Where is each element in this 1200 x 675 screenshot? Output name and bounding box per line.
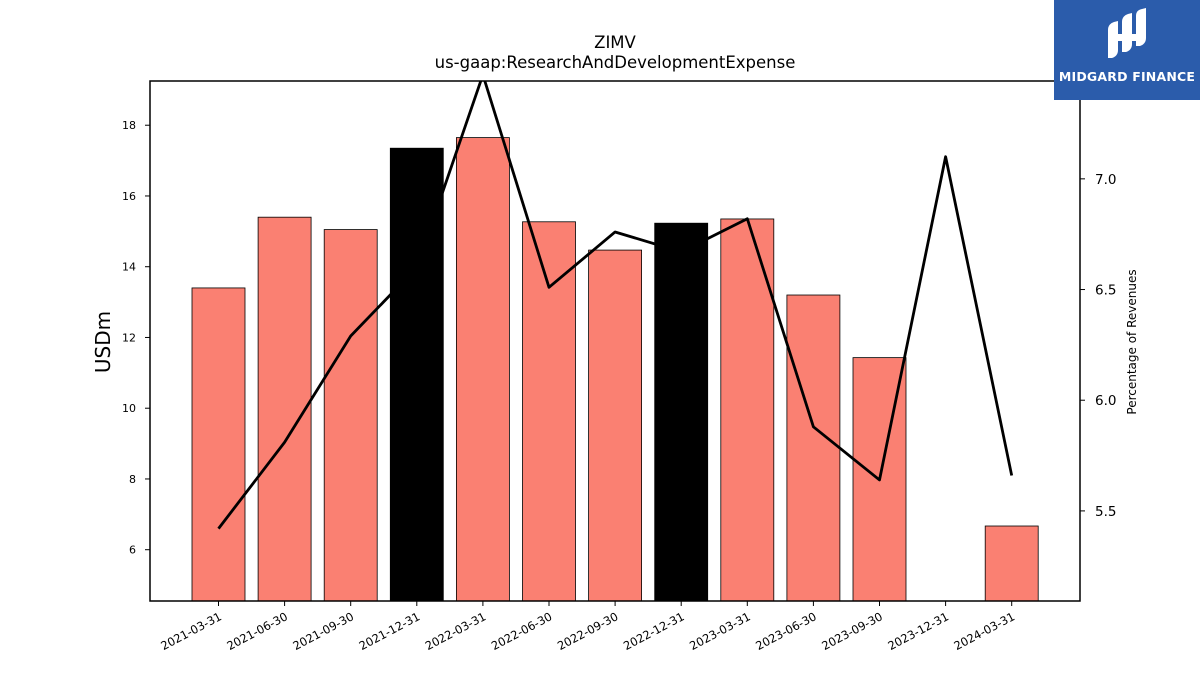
x-tick-label: 2023-09-30 bbox=[819, 609, 885, 653]
y2-tick-label: 6.0 bbox=[1095, 393, 1116, 409]
bar-2022-03-31 bbox=[455, 137, 510, 602]
y2-tick-label: 5.5 bbox=[1095, 504, 1116, 520]
bar-2022-09-30 bbox=[588, 249, 642, 602]
bar-2023-03-31 bbox=[720, 218, 775, 602]
brand-name: MIDGARD FINANCE bbox=[1058, 69, 1196, 84]
bar-2021-06-30 bbox=[257, 216, 312, 602]
y-tick-label: 8 bbox=[129, 473, 136, 486]
chart-subtitle: us-gaap:ResearchAndDevelopmentExpense bbox=[435, 53, 796, 72]
x-tick-label: 2023-12-31 bbox=[885, 609, 951, 653]
x-tick-label: 2022-03-31 bbox=[423, 609, 489, 653]
logo-mark-icon bbox=[1108, 8, 1146, 58]
x-tick-label: 2023-06-30 bbox=[753, 609, 819, 653]
y-axis-label: USDm bbox=[91, 311, 115, 373]
y2-tick-label: 6.5 bbox=[1095, 283, 1116, 299]
bar-2021-03-31 bbox=[191, 287, 246, 602]
y2-tick-label: 7.0 bbox=[1095, 172, 1116, 188]
y-tick-label: 6 bbox=[129, 544, 136, 557]
bar-2021-09-30 bbox=[323, 229, 378, 602]
x-tick-label: 2021-06-30 bbox=[224, 609, 290, 653]
y2-axis-label: Percentage of Revenues bbox=[1125, 269, 1139, 414]
x-tick-label: 2024-03-31 bbox=[952, 609, 1018, 653]
x-tick-label: 2022-06-30 bbox=[489, 609, 555, 653]
y-tick-label: 14 bbox=[122, 261, 136, 274]
x-tick-label: 2021-03-31 bbox=[158, 609, 224, 653]
bar-2022-06-30 bbox=[522, 221, 576, 602]
y-tick-label: 10 bbox=[122, 402, 136, 415]
chart-title: ZIMV bbox=[594, 33, 636, 52]
x-tick-label: 2022-12-31 bbox=[621, 609, 687, 653]
y-tick-label: 12 bbox=[122, 331, 136, 344]
bar-2021-12-31 bbox=[389, 147, 444, 602]
x-tick-label: 2023-03-31 bbox=[687, 609, 753, 653]
line-series bbox=[217, 81, 1014, 530]
bar-2022-12-31 bbox=[654, 222, 709, 602]
y-tick-label: 16 bbox=[122, 190, 136, 203]
x-tick-label: 2021-12-31 bbox=[357, 609, 423, 653]
brand-logo: MIDGARD FINANCE bbox=[1054, 0, 1200, 100]
bar-2023-06-30 bbox=[786, 294, 841, 602]
x-tick-label: 2022-09-30 bbox=[555, 609, 621, 653]
y-tick-label: 18 bbox=[122, 119, 136, 132]
bar-2024-03-31 bbox=[984, 525, 1039, 602]
x-tick-label: 2021-09-30 bbox=[291, 609, 357, 653]
